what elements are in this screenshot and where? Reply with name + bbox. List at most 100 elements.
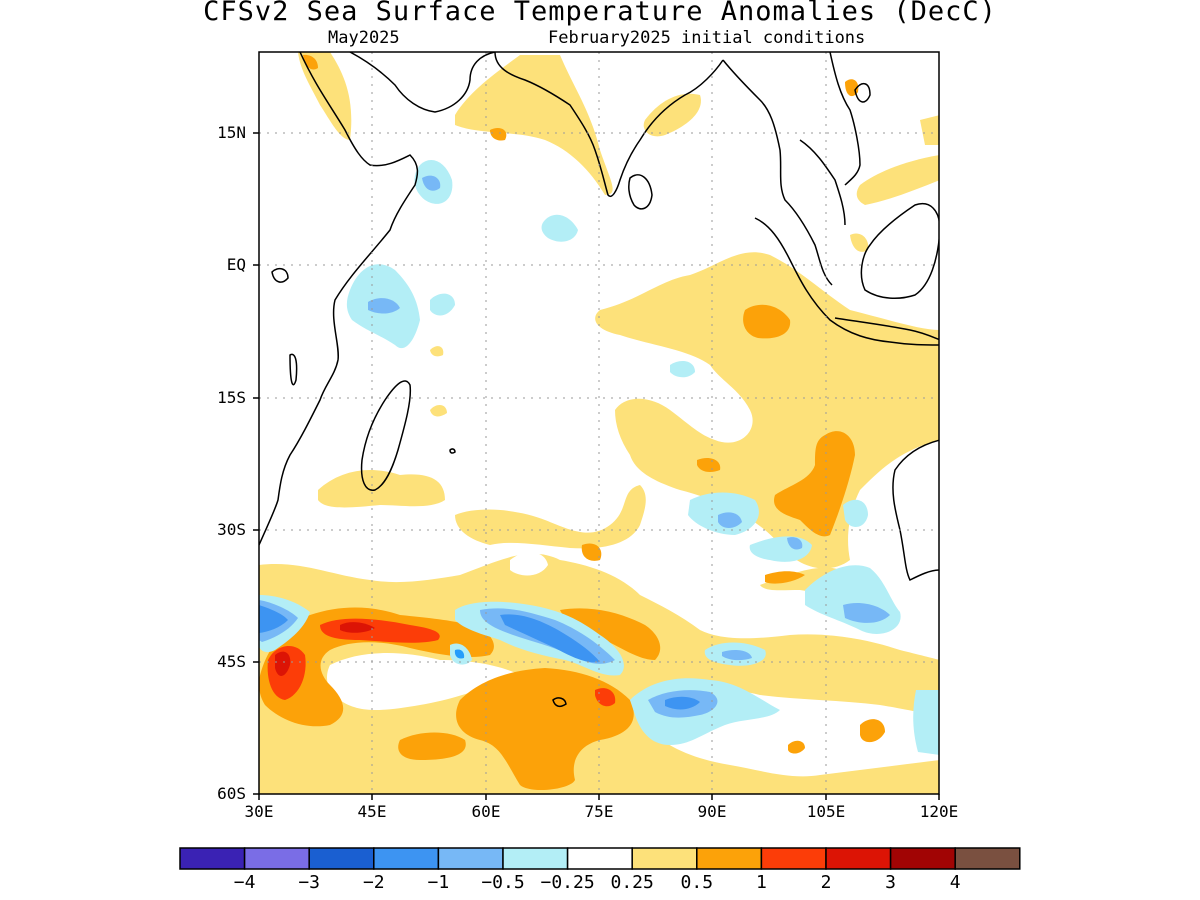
anomaly-region [850,233,869,252]
colorbar-swatch [631,847,698,870]
anomaly-region [670,360,695,378]
anomaly-region [665,696,700,710]
lon-label-75e: 75E [584,802,614,821]
anomaly-region [743,304,791,339]
anomaly-region [340,622,375,633]
coast-africa-arabia [259,52,419,546]
anomaly-region [490,128,507,141]
colorbar [179,847,1021,870]
coast-sumatra [754,217,939,346]
colorbar-swatch [373,847,440,870]
coast-australia [892,439,939,582]
coast-india [494,52,724,197]
anomaly-region [700,778,726,794]
lat-label-60s: 60S [217,784,246,803]
anomaly-region [510,552,548,576]
anomaly-region [454,649,465,659]
anomaly-region [259,605,288,633]
anomaly-region [398,732,466,760]
colorbar-swatch [243,847,310,870]
anomaly-region [422,175,441,191]
colorbar-swatch [954,847,1021,870]
colorbar-swatch [179,847,246,870]
coast-island-1 [271,267,289,283]
anomaly-region [560,608,661,660]
anomaly-region [774,431,855,537]
anomaly-region [697,458,721,473]
colorbar-swatch [308,847,375,870]
colorbar-tick-label: 2 [820,872,832,893]
lon-label-105e: 105E [806,802,846,821]
coastlines [259,52,939,708]
anomaly-region [430,346,444,357]
coast-china [829,52,861,186]
coast-malaysia [799,139,846,226]
anomaly-region [456,668,634,791]
anomaly-region [595,252,939,569]
map-title: CFSv2 Sea Surface Temperature Anomalies … [203,0,997,27]
lat-label-eq: EQ [226,255,246,274]
colorbar-swatch [566,847,633,870]
lon-label-90e: 90E [697,802,727,821]
lat-label-30s: 30S [217,520,246,539]
anomaly-region [843,603,890,623]
colorbar-tick-label: −2 [362,872,385,893]
lat-label-45s: 45S [217,652,246,671]
initial-conditions: February2025 initial conditions [548,28,866,48]
colorbar-swatch [889,847,956,870]
anomaly-region [303,54,318,70]
anomaly-field [259,52,939,794]
anomaly-region [595,688,616,707]
coast-taiwan [854,83,871,103]
coast-java [834,317,939,341]
coast-myanmar [722,59,833,286]
lat-label-15s: 15S [217,388,246,407]
anomaly-region [327,653,520,710]
coast-kerguelen [552,697,567,708]
lon-label-30e: 30E [244,802,274,821]
anomaly-region [541,214,578,242]
colorbar-tick-label: 1 [755,872,767,893]
colorbar-tick-label: 0.25 [610,872,654,893]
colorbar-swatch [437,847,504,870]
anomaly-region [860,719,885,743]
colorbar-tick-label: −3 [298,872,321,893]
colorbar-swatch [502,847,569,870]
anomaly-region [722,650,752,661]
colorbar-tick-label: −0.25 [540,872,595,893]
anomaly-region [500,614,600,663]
coast-arabia-south [349,52,496,113]
anomaly-region [856,155,939,205]
anomaly-region [643,93,701,137]
anomaly-region [581,543,602,561]
colorbar-swatch [696,847,763,870]
coast-madagascar [360,380,412,491]
forecast-month: May2025 [328,28,400,48]
lon-label-120e: 120E [919,802,959,821]
anomaly-region [318,470,445,508]
anomaly-region [455,55,613,195]
axis-ticks [253,132,940,800]
lon-label-45e: 45E [357,802,387,821]
colorbar-swatch [825,847,892,870]
lon-label-60e: 60E [471,802,501,821]
coast-borneo [860,203,939,300]
anomaly-region [788,740,805,754]
colorbar-tick-label: 3 [885,872,897,893]
anomaly-region [787,537,803,550]
colorbar-tick-label: −1 [427,872,450,893]
anomaly-region [913,690,939,755]
anomaly-region [275,651,291,676]
coast-island-2 [289,353,298,386]
graticule [259,52,939,794]
anomaly-region [430,293,455,316]
anomaly-region [920,115,939,145]
anomaly-region [843,499,868,527]
coast-sri-lanka [628,174,653,210]
colorbar-tick-label: −4 [233,872,256,893]
anomaly-region [430,404,447,417]
anomaly-region [718,512,742,528]
colorbar-tick-label: 0.5 [680,872,714,893]
anomaly-region [368,298,400,314]
